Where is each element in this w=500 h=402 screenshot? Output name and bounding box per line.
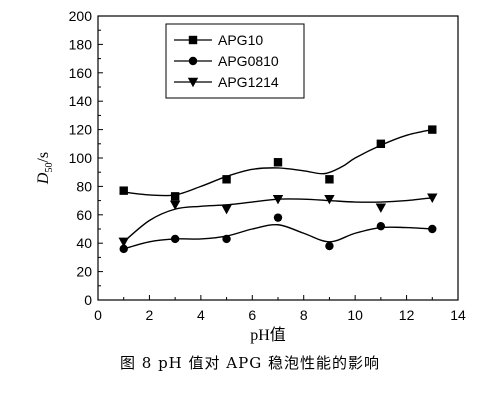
data-point-apg1214 <box>221 204 232 215</box>
y-tick-label: 60 <box>76 207 92 223</box>
x-axis-label: pH值 <box>250 326 286 344</box>
x-tick-label: 14 <box>450 307 466 323</box>
y-axis-label: D50/s <box>35 152 55 185</box>
x-tick-label: 2 <box>146 307 154 323</box>
data-point-apg1214 <box>375 203 387 213</box>
data-point-apg10 <box>325 175 334 184</box>
legend-marker-apg0810 <box>188 56 198 66</box>
data-point-apg10 <box>428 125 437 134</box>
x-tick-label: 4 <box>197 307 205 323</box>
data-point-apg0810 <box>376 221 386 231</box>
x-tick-label: 12 <box>399 307 415 323</box>
y-axis-label-unit: /s <box>35 152 52 163</box>
data-point-apg10 <box>222 175 231 184</box>
y-tick-label: 0 <box>84 292 92 308</box>
fitted-curves <box>123 128 433 250</box>
data-point-apg1214 <box>324 194 335 205</box>
data-point-apg0810 <box>222 234 231 244</box>
data-point-apg1214 <box>118 237 129 247</box>
y-tick-label: 100 <box>69 150 93 166</box>
data-point-apg0810 <box>325 241 334 251</box>
x-tick-label: 0 <box>94 307 102 323</box>
legend-marker-apg1214 <box>187 77 199 88</box>
legend-label-apg10: APG10 <box>218 32 263 48</box>
x-tick-label: 8 <box>300 307 308 323</box>
data-markers <box>118 125 438 254</box>
data-point-apg0810 <box>170 234 180 244</box>
data-point-apg1214 <box>272 194 284 205</box>
data-point-apg1214 <box>427 193 438 203</box>
data-point-apg10 <box>170 192 180 201</box>
data-point-apg0810 <box>428 224 437 234</box>
series-line-apg0810 <box>123 223 433 250</box>
y-tick-label: 180 <box>69 36 93 52</box>
x-tick-label: 10 <box>347 307 363 323</box>
y-tick-label: 140 <box>69 93 93 109</box>
x-tick-label: 6 <box>248 307 256 323</box>
y-axis-label-symbol: D <box>35 172 52 185</box>
figure-caption: 图 8 pH 值对 APG 稳泡性能的影响 <box>120 354 380 372</box>
y-tick-label: 120 <box>69 122 93 138</box>
legend-label-apg0810: APG0810 <box>218 53 279 69</box>
data-point-apg0810 <box>273 213 283 222</box>
legend-label-apg1214: APG1214 <box>218 74 279 90</box>
data-point-apg0810 <box>119 244 128 254</box>
y-tick-label: 160 <box>69 65 93 81</box>
data-point-apg10 <box>376 139 386 148</box>
data-point-apg10 <box>273 158 283 167</box>
y-axis-label-subscript: 50 <box>44 163 55 173</box>
legend: APG10 APG0810 APG1214 <box>165 23 305 99</box>
legend-marker-apg10 <box>188 35 198 45</box>
data-point-apg10 <box>119 186 128 195</box>
y-tick-label: 80 <box>76 178 92 194</box>
y-tick-label: 40 <box>76 235 92 251</box>
y-tick-label: 200 <box>69 8 93 24</box>
y-tick-label: 20 <box>76 264 92 280</box>
data-point-apg1214 <box>169 200 181 211</box>
